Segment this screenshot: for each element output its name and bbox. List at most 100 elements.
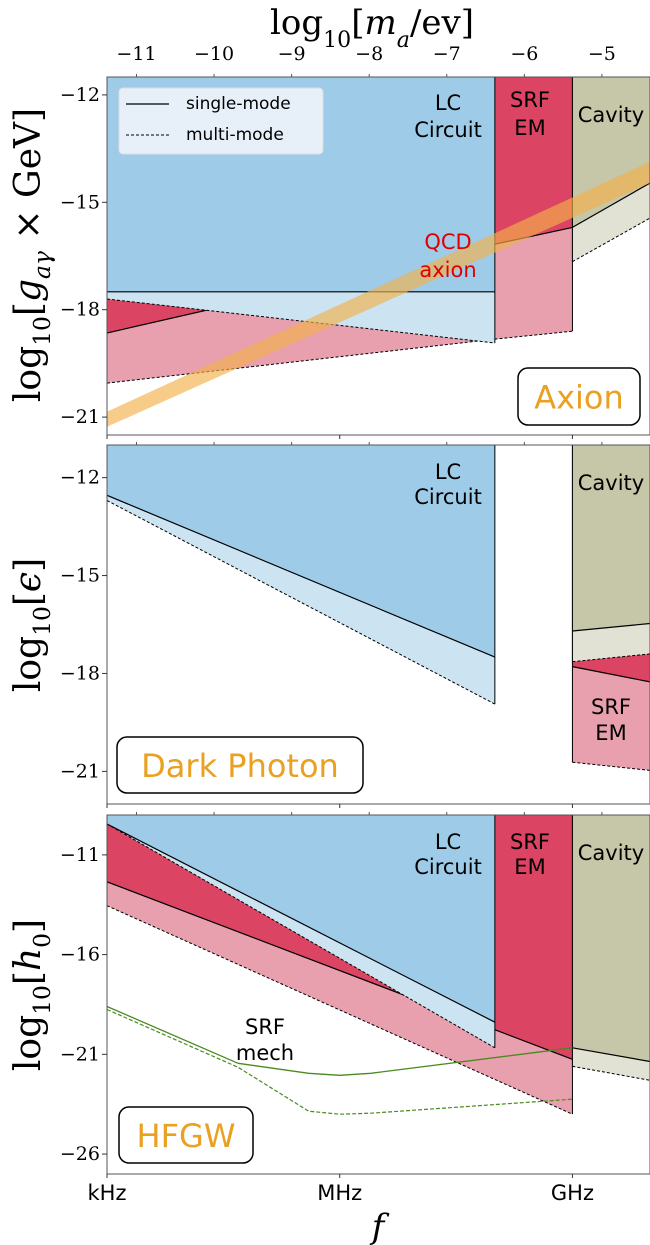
multi-mode-region xyxy=(107,291,495,343)
top-tick-label: −5 xyxy=(588,43,616,65)
region-cavity xyxy=(571,77,650,263)
srf-mech-single-line xyxy=(107,1005,573,1076)
x-tick-label: MHz xyxy=(317,1181,362,1205)
label-part: /ev] xyxy=(410,3,474,43)
legend-multi-label: multi-mode xyxy=(186,125,284,145)
top-tick-label: −6 xyxy=(510,43,538,65)
region-lc-circuit xyxy=(107,77,496,344)
top-tick-label: −8 xyxy=(355,43,383,65)
qcd-axion-band xyxy=(107,161,650,427)
multi-mode-region xyxy=(572,623,650,662)
region-label-lc-circuit: Circuit xyxy=(414,855,482,879)
multi-mode-line xyxy=(107,298,495,344)
bottom-axis: kHz MHz GHz f xyxy=(88,1181,594,1245)
multi-mode-region xyxy=(572,183,650,262)
y-tick-label: −18 xyxy=(60,662,100,684)
multi-mode-line xyxy=(572,1065,650,1081)
label-part: a xyxy=(397,27,410,53)
label-part: log xyxy=(270,3,323,43)
multi-mode-line xyxy=(572,653,650,663)
panel-tag-box xyxy=(116,736,364,794)
region-label-cavity: Cavity xyxy=(578,103,644,127)
top-tick-label: −9 xyxy=(278,43,306,65)
single-mode-line xyxy=(107,494,496,658)
top-tick-label: −7 xyxy=(433,43,461,65)
y-tick-label: −26 xyxy=(60,1143,100,1165)
plot-area xyxy=(107,77,650,427)
label-part: [ xyxy=(8,971,49,985)
legend-single-label: single-mode xyxy=(186,94,291,114)
panel-tag: HFGW xyxy=(137,1117,236,1155)
region-label-srf-em: EM xyxy=(514,116,545,140)
legend-box xyxy=(118,87,324,155)
label-part: log xyxy=(8,1015,49,1071)
y-axis-label: log10[ϵ] xyxy=(8,558,57,692)
x-tick-label: kHz xyxy=(88,1181,127,1205)
single-mode-line xyxy=(572,666,650,683)
multi-mode-region xyxy=(107,881,573,1115)
region-cavity xyxy=(571,445,650,663)
single-mode-region xyxy=(107,77,495,292)
label-part: 10 xyxy=(28,985,56,1015)
region-label-srf-em: EM xyxy=(595,721,626,745)
region-label-lc-circuit: LC xyxy=(435,460,461,484)
y-tick-label: −11 xyxy=(60,844,100,866)
single-mode-region xyxy=(107,445,495,658)
region-label-srf-em: SRF xyxy=(591,695,631,719)
label-part: ] xyxy=(8,558,49,572)
panel-tag-box xyxy=(517,367,641,426)
region-label-cavity: Cavity xyxy=(578,841,644,865)
region-label-lc-circuit: LC xyxy=(435,830,461,854)
label-part: m xyxy=(365,3,397,43)
single-mode-region xyxy=(107,815,495,1023)
label-part: [ xyxy=(8,302,49,316)
top-axis: −11 −10 −9 −8 −7 −6 −5 log10[ma/ev] xyxy=(116,3,615,65)
qcd-axion-label: axion xyxy=(419,258,476,282)
qcd-axion-label: QCD xyxy=(424,230,471,254)
single-mode-line xyxy=(572,1047,650,1063)
y-tick-label: −15 xyxy=(60,191,100,213)
plot-area xyxy=(107,815,650,1115)
y-tick-label: −18 xyxy=(60,299,100,321)
label-part: 10 xyxy=(28,606,56,636)
label-part: 10 xyxy=(28,316,56,346)
label-part: log xyxy=(8,636,49,692)
top-axis-label: log10[ma/ev] xyxy=(270,3,474,53)
single-mode-region xyxy=(572,445,650,631)
single-mode-region xyxy=(572,815,650,1062)
srf-mech-label: SRF xyxy=(245,1015,285,1039)
single-mode-line xyxy=(572,622,650,632)
multi-mode-region xyxy=(572,666,650,771)
x-tick-label: GHz xyxy=(551,1181,594,1205)
region-lc-circuit xyxy=(107,445,496,705)
y-tick-label: −21 xyxy=(60,760,100,782)
y-axis-label: log10[h0] xyxy=(8,919,57,1071)
srf-mech-multi-line xyxy=(107,1008,573,1115)
multi-mode-region xyxy=(572,1047,650,1081)
legend: single-mode multi-mode xyxy=(118,87,324,155)
region-cavity xyxy=(571,815,650,1081)
top-tick-label: −11 xyxy=(116,43,156,65)
y-tick-label: −12 xyxy=(60,84,100,106)
panel-tag: Axion xyxy=(534,379,624,417)
label-part: ] xyxy=(8,919,49,933)
axes-frame xyxy=(106,444,650,805)
region-label-srf-em: EM xyxy=(514,855,545,879)
axes-frame xyxy=(106,814,650,1175)
x-axis-label: f xyxy=(369,1207,390,1245)
region-label-cavity: Cavity xyxy=(578,471,644,495)
region-lc-circuit xyxy=(107,815,496,1049)
y-tick-label: −21 xyxy=(60,1043,100,1065)
top-tick-label: −10 xyxy=(194,43,234,65)
y-tick-label: −15 xyxy=(60,565,100,587)
srf-mech-label: mech xyxy=(236,1041,294,1065)
label-part: [ xyxy=(8,592,49,606)
region-label-srf-em: SRF xyxy=(510,88,550,112)
y-tick-label: −16 xyxy=(60,944,100,966)
y-axis-label: log10[gaγ × GeV] xyxy=(8,108,57,402)
label-part: g xyxy=(8,279,49,302)
